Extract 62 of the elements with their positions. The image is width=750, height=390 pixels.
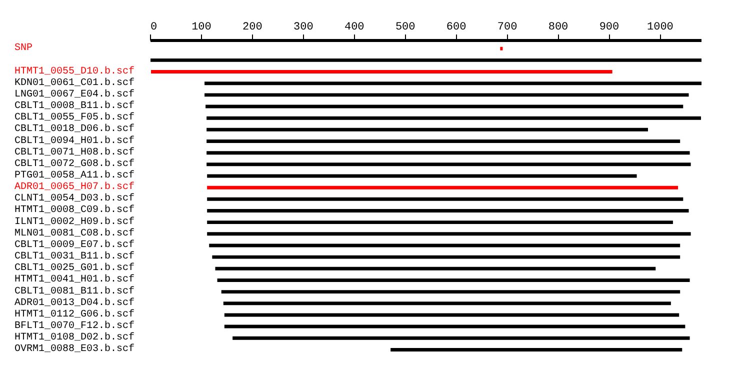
bar bbox=[207, 209, 689, 212]
y-tick-label: OVRM1_0088_E03.b.scf bbox=[14, 343, 135, 356]
bar bbox=[206, 162, 691, 166]
bar bbox=[204, 93, 689, 97]
bar bbox=[207, 220, 673, 224]
bar bbox=[206, 116, 701, 120]
x-tick-label: 800 bbox=[548, 22, 568, 34]
bar bbox=[206, 128, 648, 132]
x-tick-label: 400 bbox=[344, 22, 364, 34]
y-tick-label: KDN01_0061_C01.b.scf bbox=[14, 76, 135, 89]
y-tick-label: CLNT1_0054_D03.b.scf bbox=[14, 192, 135, 205]
y-tick-label: CBLT1_0072_G08.b.scf bbox=[14, 158, 135, 170]
y-tick-label: CBLT1_0009_E07.b.scf bbox=[14, 238, 135, 251]
y-tick-label: CBLT1_0031_B11.b.scf bbox=[14, 250, 135, 263]
y-tick-label: PTG01_0058_A11.b.scf bbox=[14, 169, 135, 182]
x-tick-label: 1000 bbox=[647, 22, 674, 34]
bar bbox=[206, 151, 690, 155]
y-tick-label: CBLT1_0081_B11.b.scf bbox=[14, 285, 135, 298]
y-tick-label: CBLT1_0094_H01.b.scf bbox=[14, 134, 135, 147]
bar bbox=[217, 278, 690, 282]
bar bbox=[221, 290, 680, 294]
y-tick-label: HTMT1_0055_D10.b.scf bbox=[14, 65, 135, 78]
y-tick-label: CBLT1_0025_G01.b.scf bbox=[14, 262, 135, 274]
bar bbox=[212, 255, 680, 259]
bar bbox=[151, 70, 612, 74]
y-tick-label: HTMT1_0008_C09.b.scf bbox=[14, 204, 135, 216]
x-tick-label: 200 bbox=[242, 22, 262, 34]
y-tick-label: CBLT1_0055_F05.b.scf bbox=[14, 112, 135, 124]
bar bbox=[207, 232, 691, 236]
y-tick-label: BFLT1_0070_F12.b.scf bbox=[14, 320, 135, 332]
x-tick-label: 600 bbox=[446, 22, 466, 34]
y-tick-label: HTMT1_0108_D02.b.scf bbox=[14, 332, 135, 344]
y-tick-label: ILNT1_0002_H09.b.scf bbox=[14, 216, 135, 228]
y-tick-label: HTMT1_0112_G06.b.scf bbox=[14, 308, 135, 320]
x-tick-label: 700 bbox=[497, 22, 518, 34]
bar bbox=[215, 266, 656, 270]
x-tick-label: 900 bbox=[599, 22, 620, 34]
x-tick-label: 300 bbox=[294, 22, 314, 34]
y-tick-label: CBLT1_0071_H08.b.scf bbox=[14, 146, 135, 158]
bar bbox=[206, 140, 680, 143]
y-tick-label: ADR01_0013_D04.b.scf bbox=[14, 296, 135, 309]
x-tick-label: 100 bbox=[192, 22, 212, 34]
x-tick-label: 0 bbox=[150, 22, 158, 34]
bar bbox=[207, 197, 684, 201]
y-tick-label: CBLT1_0008_B11.b.scf bbox=[14, 100, 135, 112]
bar bbox=[223, 302, 671, 306]
bar bbox=[224, 313, 680, 317]
y-tick-label: LNG01_0067_E04.b.scf bbox=[14, 88, 135, 100]
bar bbox=[150, 58, 702, 62]
y-tick-label: HTMT1_0041_H01.b.scf bbox=[14, 274, 135, 286]
y-tick-label: CBLT1_0018_D06.b.scf bbox=[14, 123, 135, 136]
bar bbox=[207, 186, 678, 190]
x-tick-label: 500 bbox=[395, 22, 416, 34]
y-tick-label: ADR01_0065_H07.b.scf bbox=[14, 181, 135, 194]
y-tick-label: SNP bbox=[14, 43, 33, 54]
bar bbox=[500, 46, 503, 50]
bar bbox=[232, 336, 690, 340]
bar bbox=[209, 244, 680, 248]
y-tick-label: MLN01_0081_C08.b.scf bbox=[14, 227, 135, 240]
bar bbox=[390, 348, 682, 352]
bar bbox=[204, 82, 702, 86]
bar bbox=[224, 324, 686, 328]
